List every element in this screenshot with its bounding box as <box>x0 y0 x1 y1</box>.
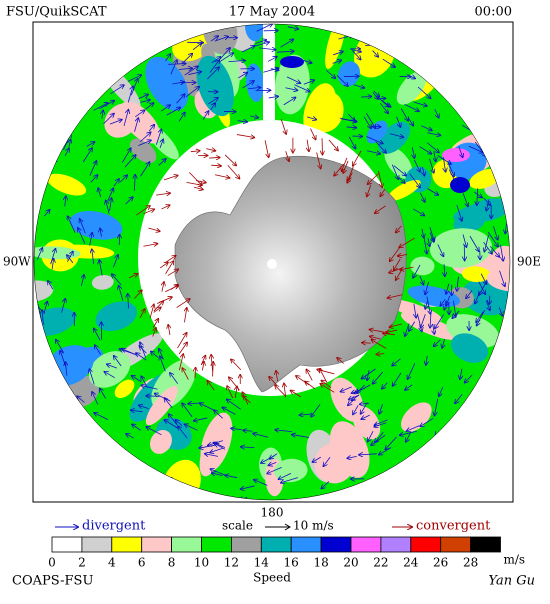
colorbar-label: Speed <box>253 571 291 585</box>
speed-peak <box>280 56 304 68</box>
west-label: 90W <box>3 255 31 269</box>
colorbar-cell <box>321 537 351 552</box>
colorbar-tick: 10 <box>194 556 209 570</box>
colorbar-tick: 26 <box>433 556 448 570</box>
divergent-label: divergent <box>82 519 146 534</box>
divergent-arrow <box>54 146 57 162</box>
east-label: 90E <box>517 255 541 269</box>
colorbar-cell <box>351 537 381 552</box>
colorbar-cell <box>411 537 441 552</box>
colorbar-tick: 24 <box>403 556 419 570</box>
colorbar-unit: m/s <box>504 553 526 567</box>
footer-left: COAPS-FSU <box>12 574 93 589</box>
divergent-arrow <box>188 491 202 492</box>
colorbar-tick: 18 <box>313 556 328 570</box>
scale-value: 10 m/s <box>293 519 334 533</box>
footer-right: Yan Gu <box>488 574 535 589</box>
colorbar-cell <box>52 537 82 552</box>
wind-map <box>14 6 536 512</box>
colorbar-tick: 22 <box>373 556 388 570</box>
header-left: FSU/QuikSCAT <box>6 5 107 20</box>
colorbar-tick: 16 <box>284 556 299 570</box>
colorbar-cell <box>82 537 112 552</box>
colorbar-tick: 6 <box>138 556 146 570</box>
divergent-arrow <box>511 262 516 273</box>
colorbar-cell <box>112 537 142 552</box>
colorbar-tick: 14 <box>254 556 270 570</box>
header-time: 00:00 <box>475 5 512 20</box>
colorbar-cell <box>291 537 321 552</box>
colorbar-cell <box>441 537 471 552</box>
colorbar-tick: 2 <box>78 556 86 570</box>
pole <box>267 259 277 269</box>
colorbar-cell <box>231 537 261 552</box>
colorbar-cell <box>381 537 411 552</box>
colorbar-cell <box>261 537 291 552</box>
colorbar-tick: 20 <box>343 556 358 570</box>
colorbar-cell <box>142 537 172 552</box>
colorbar-cell <box>471 537 501 552</box>
scale-label: scale <box>222 519 253 533</box>
colorbar-tick: 0 <box>48 556 56 570</box>
colorbar-cell <box>172 537 202 552</box>
colorbar-tick: 4 <box>108 556 116 570</box>
colorbar-tick: 28 <box>463 556 478 570</box>
header-date: 17 May 2004 <box>229 5 315 20</box>
colorbar-tick: 12 <box>224 556 239 570</box>
colorbar-tick: 8 <box>168 556 176 570</box>
bottom-label: 180 <box>261 506 284 520</box>
colorbar-cell <box>202 537 232 552</box>
convergent-label: convergent <box>416 519 491 534</box>
speed-peak <box>450 177 470 193</box>
speed-peak <box>442 148 470 162</box>
